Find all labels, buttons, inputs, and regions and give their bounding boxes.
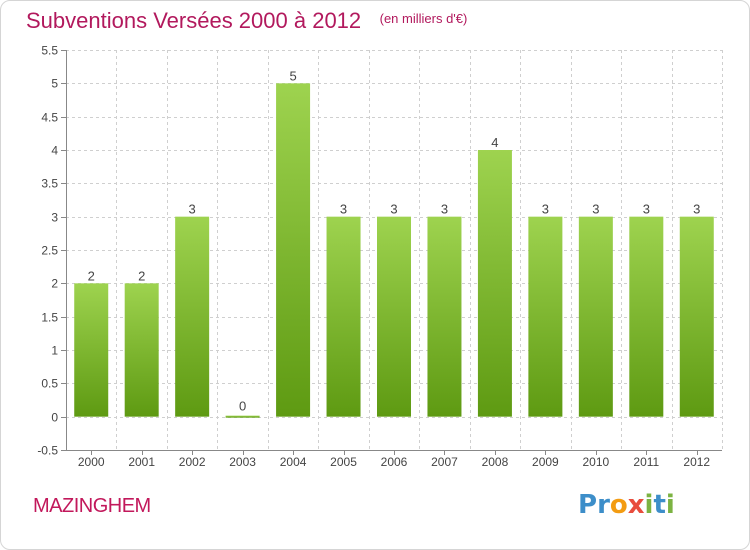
y-axis: -0.5 0 0.5 1 1.5 2 2.5 3 3.5 4 4.5 5 5.5 (37, 44, 67, 458)
x-axis: 2000 2001 2002 2003 2004 2005 2006 2007 2008 2009… (66, 450, 722, 469)
x-tick-label: 2001 (128, 455, 155, 469)
y-tick-label: 0 (51, 411, 58, 425)
bar-2012 (679, 216, 714, 417)
bar-2008 (477, 150, 512, 417)
data-label: 0 (239, 399, 246, 414)
y-tick-label: 2 (51, 277, 58, 291)
data-labels: 2 2 3 0 5 3 3 3 4 3 3 3 3 (88, 68, 701, 413)
data-label: 3 (441, 202, 448, 217)
y-tick-label: 1 (51, 344, 58, 358)
data-label: 3 (390, 202, 397, 217)
data-label: 2 (138, 268, 145, 283)
logo-letter: x (627, 490, 645, 520)
unit-note: (en milliers d'€) (379, 11, 468, 26)
x-tick-label: 2009 (532, 455, 559, 469)
proxiti-logo[interactable]: Proxiti (578, 490, 675, 520)
data-label: 2 (88, 268, 95, 283)
data-label: 3 (542, 202, 549, 217)
x-tick-label: 2000 (78, 455, 105, 469)
x-tick-label: 2007 (431, 455, 458, 469)
y-tick-label: 1.5 (41, 311, 58, 325)
bar-2005 (326, 216, 361, 417)
bar-2001 (124, 283, 159, 417)
x-tick-label: 2003 (229, 455, 256, 469)
title-block: Subventions Versées 2000 à 2012 (en mill… (26, 8, 467, 34)
data-label: 5 (289, 68, 296, 83)
bar-2003 (225, 415, 260, 418)
x-tick-label: 2008 (482, 455, 509, 469)
x-tick-label: 2002 (179, 455, 206, 469)
y-tick-label: 4 (51, 144, 58, 158)
logo-letter: t (653, 490, 666, 520)
data-label: 3 (340, 202, 347, 217)
location-name: MAZINGHEM (33, 495, 151, 517)
y-tick-label: 5.5 (41, 44, 58, 58)
logo-letter: r (597, 490, 610, 520)
bar-2011 (629, 216, 664, 417)
bar-2010 (578, 216, 613, 417)
logo-letter: i (644, 490, 654, 520)
y-tick-label: 3.5 (41, 177, 58, 191)
logo-letter: i (665, 490, 675, 520)
x-tick-label: 2012 (683, 455, 710, 469)
x-tick-label: 2004 (280, 455, 307, 469)
data-label: 3 (693, 202, 700, 217)
y-tick-label: 0.5 (41, 377, 58, 391)
y-tick-label: 5 (51, 77, 58, 91)
y-tick-label: -0.5 (37, 444, 58, 458)
y-tick-label: 3 (51, 211, 58, 225)
bar-2004 (276, 83, 311, 417)
data-label: 3 (592, 202, 599, 217)
bar-2002 (175, 216, 210, 417)
data-label: 4 (491, 135, 498, 150)
bar-2009 (528, 216, 563, 417)
bar-2007 (427, 216, 462, 417)
x-tick-label: 2010 (582, 455, 609, 469)
y-tick-label: 4.5 (41, 111, 58, 125)
bar-2006 (377, 216, 411, 417)
logo-letter: o (609, 490, 628, 520)
bar-2000 (74, 283, 109, 417)
x-tick-label: 2006 (381, 455, 408, 469)
chart-title: Subventions Versées 2000 à 2012 (26, 8, 362, 33)
logo-letter: P (578, 490, 598, 520)
x-tick-label: 2005 (330, 455, 357, 469)
x-tick-label: 2011 (633, 455, 659, 469)
data-label: 3 (643, 202, 650, 217)
bars (74, 83, 714, 418)
data-label: 3 (189, 202, 196, 217)
y-tick-label: 2.5 (41, 244, 58, 258)
